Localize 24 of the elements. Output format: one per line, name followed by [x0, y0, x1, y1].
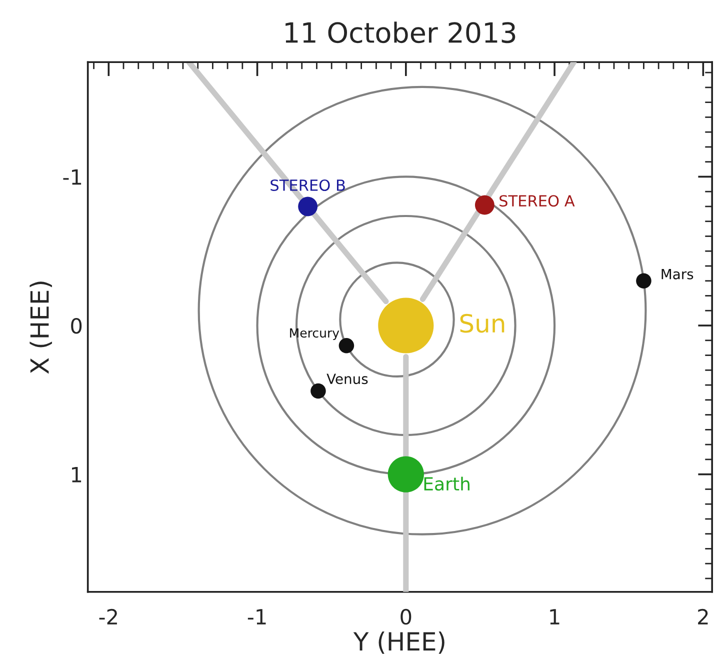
series-label: Mars — [662, 269, 694, 280]
series-label: STEREO B — [270, 179, 345, 192]
x-tick-label: -2 — [99, 608, 117, 624]
point — [474, 195, 494, 215]
point — [298, 196, 318, 216]
x-tick-label: 0 — [400, 608, 412, 625]
x-tick-label: 1 — [550, 609, 560, 624]
y-axis-title: X (HEE) — [30, 282, 52, 374]
y-tick-label: -1 — [63, 169, 82, 185]
y-tick-label: 0 — [71, 318, 82, 334]
x-tick-label: -1 — [248, 609, 266, 624]
y-tick-label: 1 — [72, 467, 82, 482]
series-label: Earth — [424, 476, 470, 491]
point — [338, 338, 354, 354]
series-label: Venus — [326, 374, 368, 384]
series-label: Sun — [460, 314, 504, 333]
series-label: Mercury — [290, 328, 340, 340]
x-tick-label: 2 — [698, 608, 708, 624]
x-axis-title: Y (HEE) — [353, 632, 444, 654]
series-label: STEREO A — [500, 195, 575, 207]
point — [636, 273, 652, 289]
chart-title: 11 October 2013 — [286, 22, 516, 44]
point — [388, 456, 424, 492]
point — [310, 383, 326, 399]
